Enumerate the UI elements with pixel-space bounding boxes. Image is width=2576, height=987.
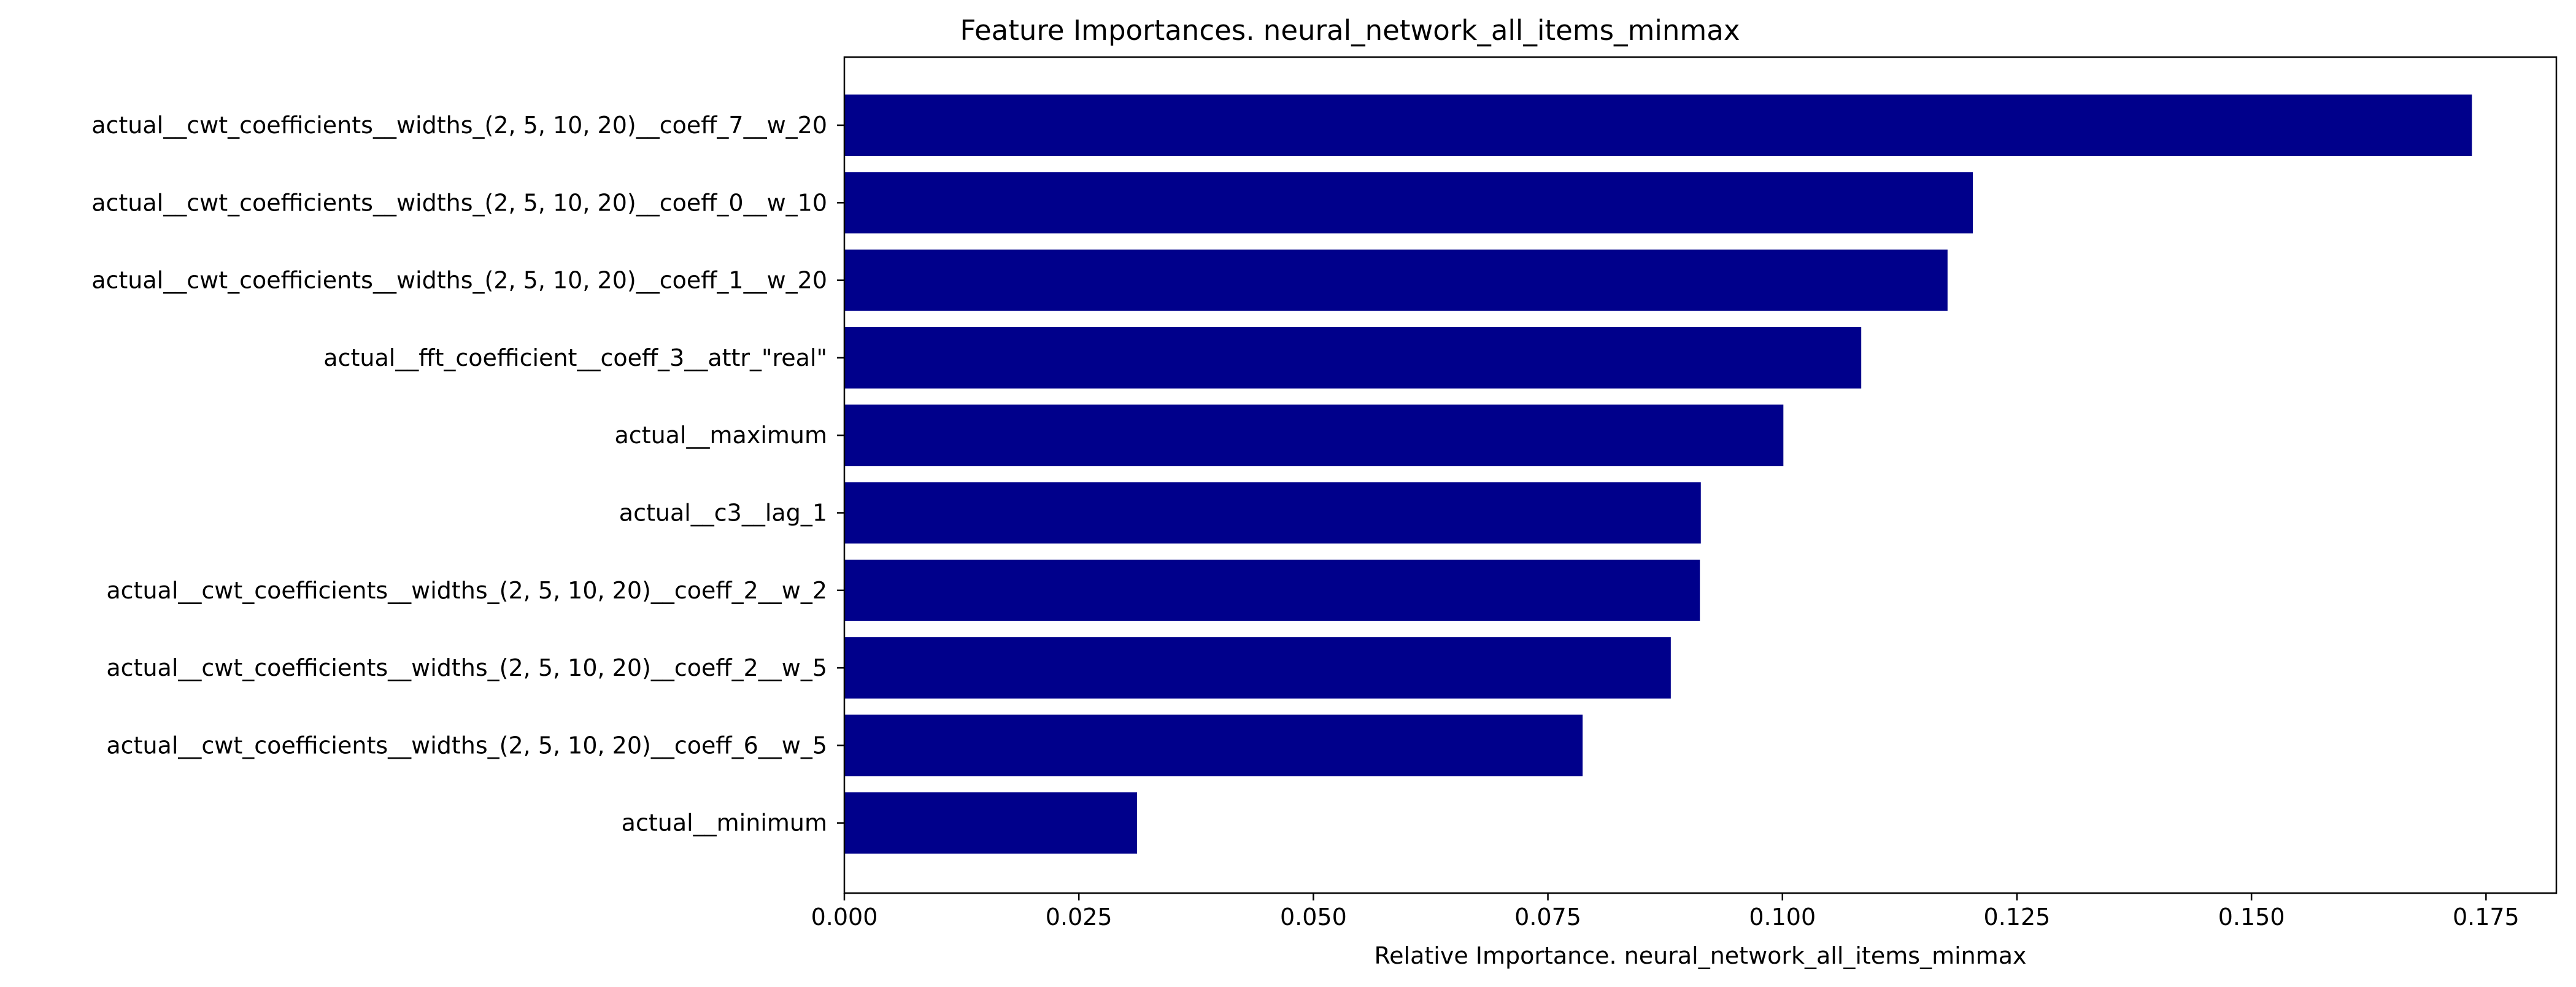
bar [844,95,2472,156]
x-tick-label: 0.075 [1514,904,1581,931]
x-axis-ticks: 0.000 0.025 0.050 0.075 0.100 0.125 0.150 0.175 [811,893,2520,931]
bar [844,637,1671,699]
bar [844,482,1701,544]
bars-group [844,95,2472,854]
bar [844,327,1862,389]
x-tick-label: 0.150 [2218,904,2285,931]
x-axis-label: Relative Importance. neural_network_all_… [1374,942,2026,969]
x-tick-label: 0.100 [1749,904,1816,931]
plot-frame [843,56,2558,894]
bar [844,172,1973,234]
y-tick-label: actual__cwt_coefficients__widths_(2, 5, … [106,732,827,759]
x-tick-label: 0.125 [1984,904,2051,931]
bar [844,714,1583,776]
y-tick-label: actual__c3__lag_1 [619,500,827,527]
x-tick-label: 0.050 [1280,904,1347,931]
x-tick-label: 0.000 [811,904,878,931]
y-tick-label: actual__cwt_coefficients__widths_(2, 5, … [91,112,827,139]
bar [844,559,1700,621]
y-tick-label: actual__cwt_coefficients__widths_(2, 5, … [91,189,827,216]
chart-title: Feature Importances. neural_network_all_… [960,14,1740,47]
bar [844,404,1784,466]
bar [844,792,1137,854]
y-tick-label: actual__cwt_coefficients__widths_(2, 5, … [106,577,827,604]
y-tick-label: actual__maximum [615,422,827,449]
y-axis-ticks: actual__cwt_coefficients__widths_(2, 5, … [91,112,844,837]
bar [844,249,1948,311]
y-tick-label: actual__cwt_coefficients__widths_(2, 5, … [91,267,827,294]
x-tick-label: 0.025 [1046,904,1113,931]
y-tick-label: actual__fft_coefficient__coeff_3__attr_"… [323,344,827,371]
x-tick-label: 0.175 [2453,904,2520,931]
y-tick-label: actual__minimum [622,810,827,837]
y-tick-label: actual__cwt_coefficients__widths_(2, 5, … [106,654,827,681]
